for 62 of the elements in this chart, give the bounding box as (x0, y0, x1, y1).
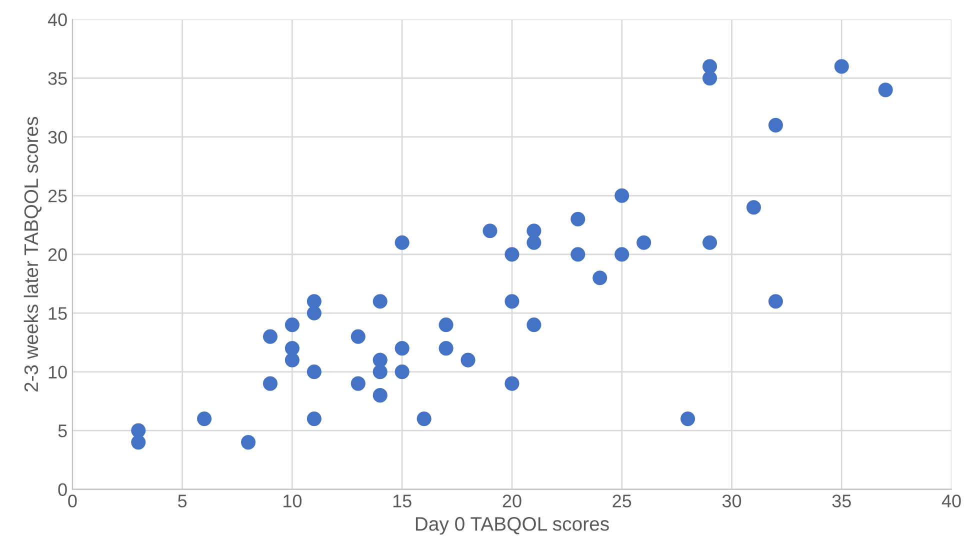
point (394, 364, 410, 380)
point (746, 200, 762, 215)
point (197, 412, 212, 426)
point (614, 247, 630, 262)
point (284, 352, 300, 368)
point (570, 212, 586, 226)
point (372, 364, 388, 380)
point (570, 247, 586, 262)
point (131, 435, 146, 450)
y-tick-label: 20 (48, 248, 67, 262)
point (878, 82, 893, 98)
y-axis-title: 2-3 weeks later TABQOL scores (24, 116, 42, 392)
point (460, 352, 476, 368)
x-axis-title: Day 0 TABQOL scores (416, 517, 609, 535)
x-tick-label: 35 (832, 494, 851, 508)
y-tick-label: 40 (48, 13, 67, 26)
x-tick-label: 25 (612, 494, 632, 508)
point (504, 376, 520, 391)
y-tick-label: 10 (48, 366, 67, 379)
point (636, 235, 652, 250)
point (306, 306, 322, 320)
point (768, 118, 783, 132)
point (504, 294, 520, 309)
point (262, 329, 278, 344)
point (504, 247, 520, 262)
y-tick-label: 25 (48, 190, 67, 202)
point (768, 294, 783, 309)
x-tick-label: 0 (68, 494, 77, 508)
point (482, 224, 498, 238)
point (350, 376, 366, 391)
point (702, 235, 718, 250)
point (350, 329, 366, 344)
point (416, 412, 432, 426)
x-tick-label: 10 (284, 494, 302, 508)
point (372, 388, 388, 403)
point (262, 376, 278, 391)
x-tick-label: 15 (393, 494, 412, 508)
point (394, 235, 410, 250)
x-tick-label: 20 (502, 494, 522, 508)
y-tick-label: 0 (58, 483, 67, 496)
point (372, 294, 388, 309)
point (680, 412, 696, 426)
point (438, 341, 454, 356)
point (834, 59, 849, 74)
y-tick-label: 15 (48, 307, 67, 320)
y-tick-label: 30 (48, 130, 67, 144)
point (394, 341, 410, 356)
point (526, 318, 542, 332)
point (614, 188, 630, 203)
point (306, 364, 322, 380)
point (592, 270, 608, 286)
x-tick-label: 5 (178, 494, 187, 508)
x-tick-label: 30 (722, 494, 742, 508)
x-tick-label: 40 (942, 494, 961, 508)
point (438, 318, 454, 332)
point (526, 235, 542, 250)
point (284, 318, 300, 332)
point (306, 412, 322, 426)
point (702, 70, 718, 86)
y-tick-label: 35 (48, 72, 67, 85)
y-tick-label: 5 (58, 424, 67, 438)
point (240, 435, 256, 450)
